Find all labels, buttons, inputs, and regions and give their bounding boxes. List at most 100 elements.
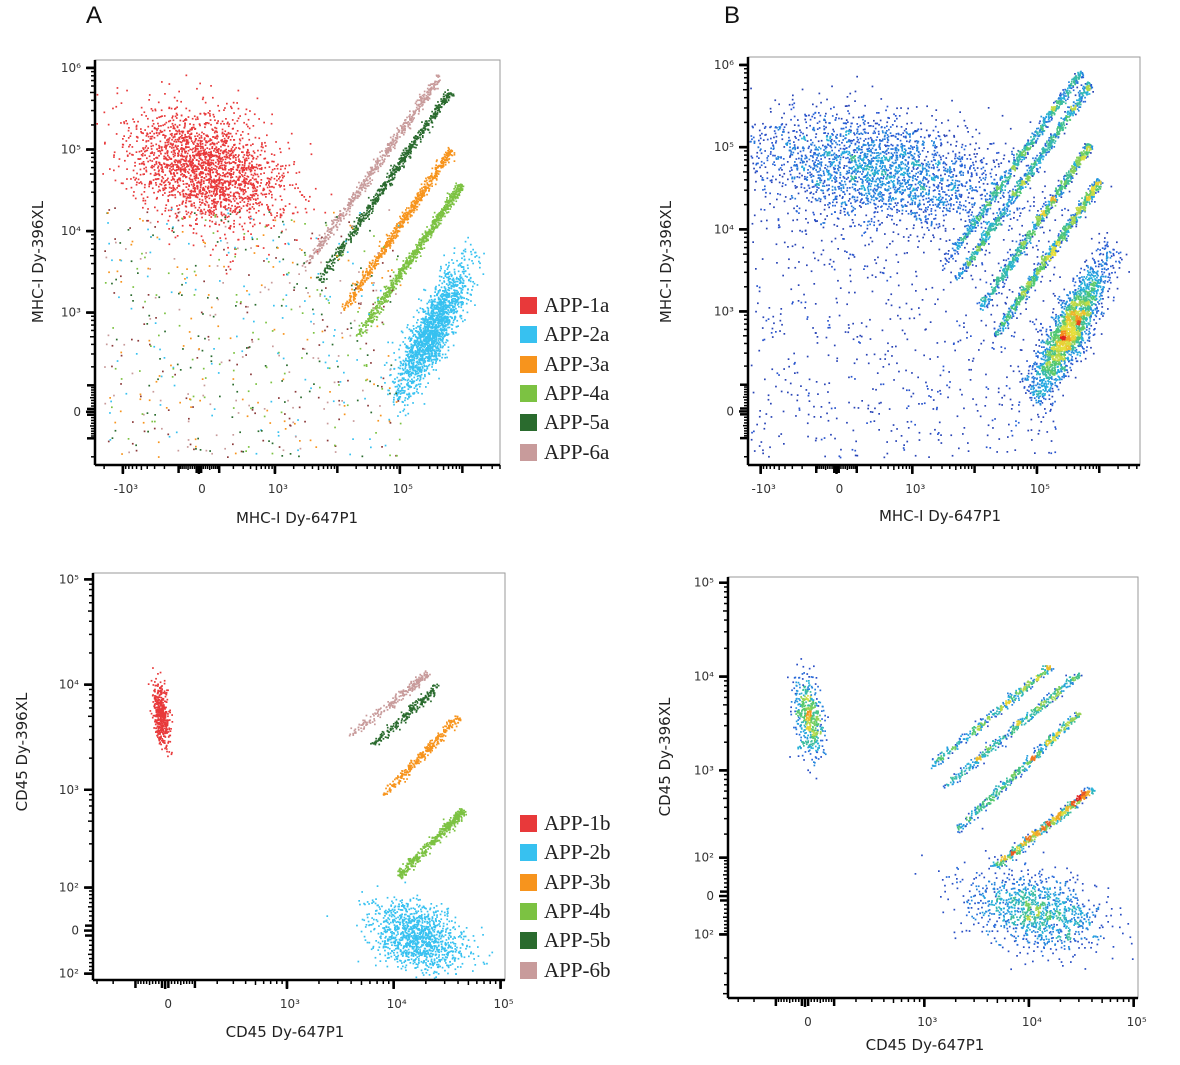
data-point <box>192 118 194 120</box>
data-point <box>239 217 241 219</box>
data-point <box>150 146 152 148</box>
data-point <box>287 142 289 144</box>
data-point <box>268 184 270 186</box>
data-point <box>271 153 273 155</box>
data-point <box>227 176 229 178</box>
data-point <box>191 149 193 151</box>
data-point <box>228 123 230 125</box>
data-point <box>194 194 196 196</box>
data-point <box>268 254 270 256</box>
data-point <box>122 146 124 148</box>
data-point <box>219 198 221 200</box>
data-point <box>252 206 254 208</box>
data-point <box>177 155 179 157</box>
data-point <box>244 154 246 156</box>
data-point <box>155 110 157 112</box>
data-point <box>297 212 299 214</box>
data-point <box>254 170 256 172</box>
data-point <box>232 168 234 170</box>
data-point <box>192 169 194 171</box>
data-point <box>146 157 148 159</box>
data-point <box>192 151 194 153</box>
data-point <box>216 166 218 168</box>
data-point <box>218 162 220 164</box>
data-point <box>235 133 237 135</box>
data-point <box>162 178 164 180</box>
data-point <box>169 130 171 132</box>
data-point <box>118 166 120 168</box>
data-point <box>200 193 202 195</box>
data-point <box>154 152 156 154</box>
data-point <box>288 148 290 150</box>
data-point <box>239 115 241 117</box>
data-point <box>167 153 169 155</box>
data-point <box>211 195 213 197</box>
data-point <box>224 161 226 163</box>
data-point <box>252 177 254 179</box>
data-point <box>287 172 289 174</box>
data-point <box>183 170 185 172</box>
data-point <box>232 157 234 159</box>
data-point <box>227 181 229 183</box>
data-point <box>179 178 181 180</box>
data-point <box>128 137 130 139</box>
data-point <box>147 208 149 210</box>
data-point <box>184 119 186 121</box>
data-point <box>246 169 248 171</box>
data-point <box>165 135 167 137</box>
data-point <box>185 211 187 213</box>
data-point <box>245 144 247 146</box>
data-point <box>232 152 234 154</box>
data-point <box>251 161 253 163</box>
data-point <box>264 158 266 160</box>
data-point <box>154 137 156 139</box>
data-point <box>161 81 163 83</box>
data-point <box>233 226 235 228</box>
data-point <box>165 142 167 144</box>
data-point <box>113 154 115 156</box>
data-point <box>247 149 249 151</box>
data-point <box>133 177 135 179</box>
data-point <box>230 180 232 182</box>
data-point <box>155 157 157 159</box>
data-point <box>158 165 160 167</box>
data-point <box>144 187 146 189</box>
data-point <box>242 164 244 166</box>
data-point <box>255 198 257 200</box>
data-point <box>124 123 126 125</box>
data-point <box>164 192 166 194</box>
data-point <box>176 217 178 219</box>
data-point <box>178 151 180 153</box>
data-point <box>166 122 168 124</box>
data-point <box>189 193 191 195</box>
data-point <box>190 181 192 183</box>
data-point <box>173 190 175 192</box>
data-point <box>164 174 166 176</box>
data-point <box>246 210 248 212</box>
data-point <box>171 191 173 193</box>
data-point <box>232 173 234 175</box>
data-point <box>147 126 149 128</box>
data-point <box>167 178 169 180</box>
data-point <box>262 147 264 149</box>
data-point <box>193 184 195 186</box>
data-point <box>270 227 272 229</box>
data-point <box>222 129 224 131</box>
data-point <box>257 186 259 188</box>
data-point <box>228 227 230 229</box>
data-point <box>189 169 191 171</box>
data-point <box>172 164 174 166</box>
data-point <box>263 122 265 124</box>
data-point <box>252 143 254 145</box>
data-point <box>172 178 174 180</box>
data-point <box>216 131 218 133</box>
data-point <box>177 191 179 193</box>
data-point <box>202 239 204 241</box>
data-point <box>230 139 232 141</box>
data-point <box>266 225 268 227</box>
data-point <box>172 185 174 187</box>
data-point <box>177 139 179 141</box>
data-point <box>226 187 228 189</box>
data-point <box>159 189 161 191</box>
data-point <box>247 198 249 200</box>
